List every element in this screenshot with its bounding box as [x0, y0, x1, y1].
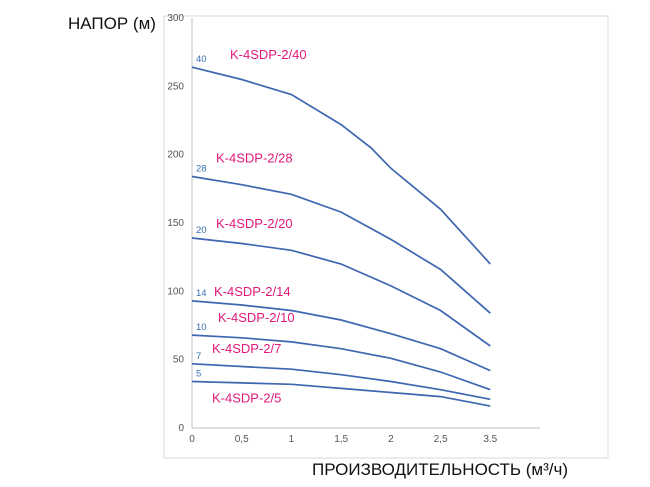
series-value-tag: 28 — [196, 164, 207, 175]
series-name-label: K-4SDP-2/5 — [212, 391, 281, 406]
x-tick-label: 0,5 — [235, 434, 249, 445]
series-line — [191, 237, 491, 347]
y-ticks: 0 50 100 150 200 250 300 — [167, 13, 184, 434]
series-value-tag: 7 — [196, 351, 201, 362]
series-value-tag: 14 — [196, 288, 207, 299]
x-ticks: 0 0,5 1 1,5 2 2,5 3.5 — [189, 434, 497, 445]
series-name-label: K-4SDP-2/20 — [216, 216, 293, 231]
y-tick-label: 0 — [178, 423, 184, 434]
series-value-tag: 20 — [196, 225, 207, 236]
y-tick-label: 200 — [167, 150, 184, 161]
series-name-label: K-4SDP-2/10 — [218, 310, 295, 325]
x-tick-label: 0 — [189, 434, 195, 445]
x-tick-label: 2 — [388, 434, 394, 445]
y-tick-label: 100 — [167, 286, 184, 297]
series-value-tag: 10 — [196, 322, 207, 333]
series-name-label: K-4SDP-2/28 — [216, 151, 293, 166]
x-tick-label: 2,5 — [434, 434, 448, 445]
plot-frame — [163, 15, 609, 459]
x-tick-label: 1 — [289, 434, 295, 445]
x-tick-label: 1,5 — [334, 434, 348, 445]
series-line — [191, 175, 491, 314]
y-tick-label: 50 — [173, 355, 185, 366]
y-tick-label: 300 — [167, 13, 184, 24]
series-line — [191, 300, 491, 372]
axes — [191, 18, 540, 429]
y-tick-label: 150 — [167, 218, 184, 229]
series-value-tag: 40 — [196, 54, 207, 65]
series-labels: 40 K-4SDP-2/40 28 K-4SDP-2/28 20 K-4SDP-2/20 1… — [196, 47, 307, 405]
series-line — [191, 380, 491, 407]
series-lines — [191, 66, 491, 407]
series-name-label: K-4SDP-2/7 — [212, 341, 281, 356]
series-value-tag: 5 — [196, 369, 201, 380]
series-line — [191, 334, 491, 391]
x-tick-label: 3.5 — [483, 434, 497, 445]
x-axis-title: ПРОИЗВОДИТЕЛЬНОСТЬ (м³/ч) — [312, 460, 569, 479]
series-name-label: K-4SDP-2/14 — [214, 284, 291, 299]
series-line — [191, 66, 491, 265]
series-name-label: K-4SDP-2/40 — [230, 47, 307, 62]
y-tick-label: 250 — [167, 81, 184, 92]
y-axis-title: НАПОР (м) — [68, 14, 156, 33]
series-line — [191, 362, 491, 401]
